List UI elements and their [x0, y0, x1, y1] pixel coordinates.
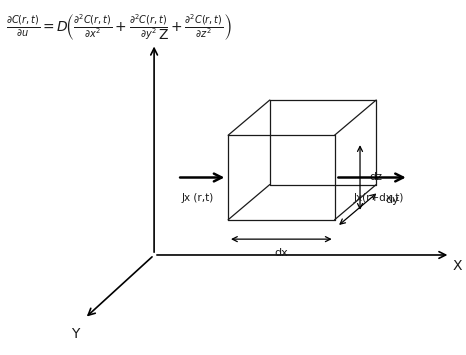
Text: $\frac{\partial C(r,t)}{\partial u} = D\!\left(\frac{\partial^2 C(r,t)}{\partial: $\frac{\partial C(r,t)}{\partial u} = D\… [6, 12, 232, 42]
Text: dz: dz [369, 173, 382, 182]
Text: dx: dx [274, 248, 288, 258]
Text: Jx (r,t): Jx (r,t) [182, 193, 214, 203]
Text: Jx(r+dx,t): Jx(r+dx,t) [354, 193, 404, 203]
Text: Y: Y [71, 327, 80, 341]
Text: X: X [452, 258, 462, 273]
Text: dy: dy [385, 195, 399, 205]
Text: Z: Z [159, 28, 168, 42]
